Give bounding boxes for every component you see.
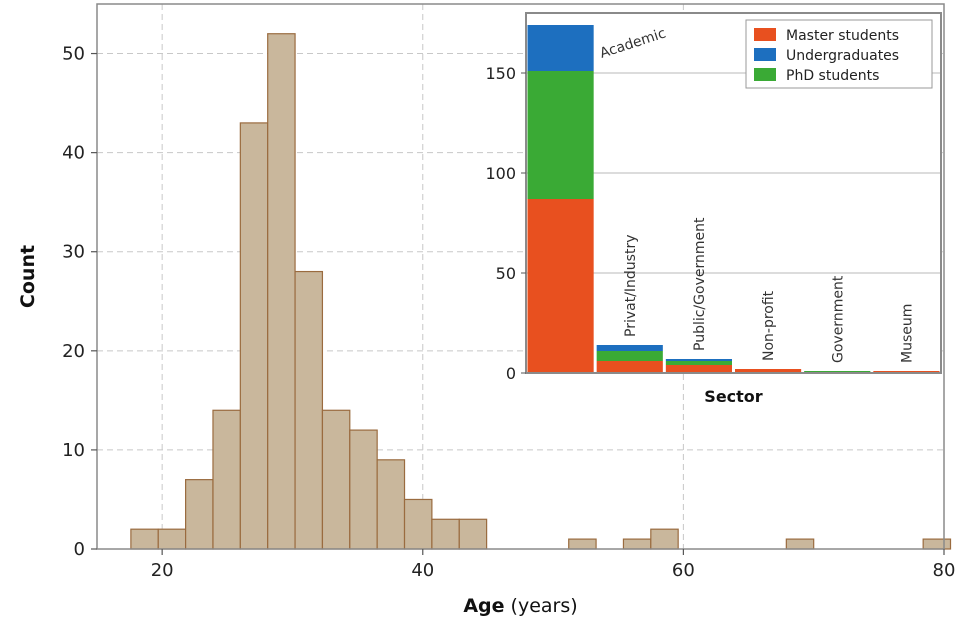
- x-tick-label: 20: [151, 560, 174, 581]
- histogram-bar: [431, 518, 460, 550]
- main-ticks: 0 10 20 30 40 50 20 40 60 80: [62, 44, 955, 581]
- inset-bar-segment: [596, 351, 663, 361]
- histogram-bar: [458, 518, 488, 550]
- histogram-bar: [321, 409, 351, 550]
- histogram-bar: [185, 479, 214, 550]
- legend-swatch: [754, 28, 776, 41]
- histogram-bar: [922, 538, 952, 550]
- inset-bar-segment: [527, 25, 594, 71]
- histogram-bar: [239, 122, 269, 550]
- y-tick-label: 50: [62, 44, 85, 65]
- x-axis-title: Age (years): [463, 595, 577, 617]
- inset-category-label: Public/Government: [692, 217, 708, 351]
- legend-label: Master students: [786, 28, 899, 44]
- inset-frame: [525, 12, 942, 374]
- x-axis-unit: (years): [505, 595, 578, 617]
- histogram-bar: [267, 33, 296, 550]
- y-axis-title: Count: [17, 245, 39, 308]
- inset-y-tick-label: 100: [485, 164, 516, 183]
- histogram-bar: [650, 528, 679, 550]
- x-tick-label: 60: [672, 560, 695, 581]
- histogram-bars: [130, 33, 952, 550]
- inset-category-label: Museum: [899, 304, 915, 363]
- legend-swatch: [754, 68, 776, 81]
- inset-bar-segment: [596, 345, 663, 351]
- inset-category-label: Government: [830, 275, 846, 363]
- histogram-bar: [212, 409, 241, 550]
- inset-y-tick-label: 50: [496, 264, 516, 283]
- y-tick-label: 30: [62, 242, 85, 263]
- x-tick-label: 40: [411, 560, 434, 581]
- inset-bar-segment: [665, 359, 732, 361]
- inset-x-axis-title: Sector: [704, 387, 763, 406]
- inset-bar-segment: [735, 369, 802, 373]
- histogram-bar: [376, 459, 406, 550]
- legend-swatch: [754, 48, 776, 61]
- y-tick-label: 20: [62, 341, 85, 362]
- y-tick-label: 10: [62, 440, 85, 461]
- histogram-bar: [403, 498, 433, 550]
- x-axis-label: Age: [463, 595, 504, 617]
- legend-box: [745, 19, 933, 89]
- histogram-bar: [622, 538, 652, 550]
- y-tick-label: 40: [62, 143, 85, 164]
- histogram-bar: [349, 429, 378, 550]
- histogram-bar: [785, 538, 815, 550]
- inset-category-label: Non-profit: [761, 290, 777, 361]
- inset-y-tick-label: 150: [485, 64, 516, 83]
- inset-bar-segment: [665, 365, 732, 373]
- inset-category-label: Privat/Industry: [623, 235, 639, 338]
- inset-y-tick-label: 0: [506, 364, 516, 383]
- x-tick-label: 80: [933, 560, 956, 581]
- inset-bar-segment: [665, 361, 732, 365]
- inset-bar-segment: [596, 361, 663, 373]
- histogram-bar: [157, 528, 187, 550]
- inset-bar-segment: [527, 71, 594, 199]
- legend-label: Undergraduates: [786, 48, 899, 64]
- plot-frame: [96, 3, 945, 550]
- legend-label: PhD students: [786, 68, 879, 84]
- histogram-bar: [294, 270, 324, 550]
- y-tick-label: 0: [74, 539, 85, 560]
- histogram-bar: [568, 538, 597, 550]
- histogram-bar: [130, 528, 159, 550]
- inset-bar-segment: [527, 199, 594, 373]
- inset-legend: Master students Undergraduates PhD student…: [745, 19, 933, 89]
